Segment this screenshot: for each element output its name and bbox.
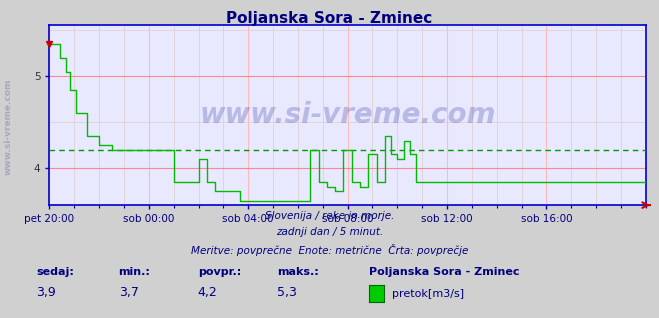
Text: Meritve: povprečne  Enote: metrične  Črta: povprečje: Meritve: povprečne Enote: metrične Črta:… — [191, 244, 468, 256]
Text: povpr.:: povpr.: — [198, 267, 241, 277]
Text: 5,3: 5,3 — [277, 286, 297, 299]
Text: zadnji dan / 5 minut.: zadnji dan / 5 minut. — [276, 227, 383, 237]
Text: Poljanska Sora - Zminec: Poljanska Sora - Zminec — [227, 11, 432, 26]
Text: Slovenija / reke in morje.: Slovenija / reke in morje. — [265, 211, 394, 220]
Text: 4,2: 4,2 — [198, 286, 217, 299]
Text: sedaj:: sedaj: — [36, 267, 74, 277]
Text: pretok[m3/s]: pretok[m3/s] — [392, 289, 464, 299]
Text: 3,9: 3,9 — [36, 286, 56, 299]
Text: min.:: min.: — [119, 267, 150, 277]
Text: Poljanska Sora - Zminec: Poljanska Sora - Zminec — [369, 267, 519, 277]
Text: www.si-vreme.com: www.si-vreme.com — [200, 101, 496, 129]
Text: maks.:: maks.: — [277, 267, 318, 277]
Text: www.si-vreme.com: www.si-vreme.com — [3, 79, 13, 176]
Text: 3,7: 3,7 — [119, 286, 138, 299]
